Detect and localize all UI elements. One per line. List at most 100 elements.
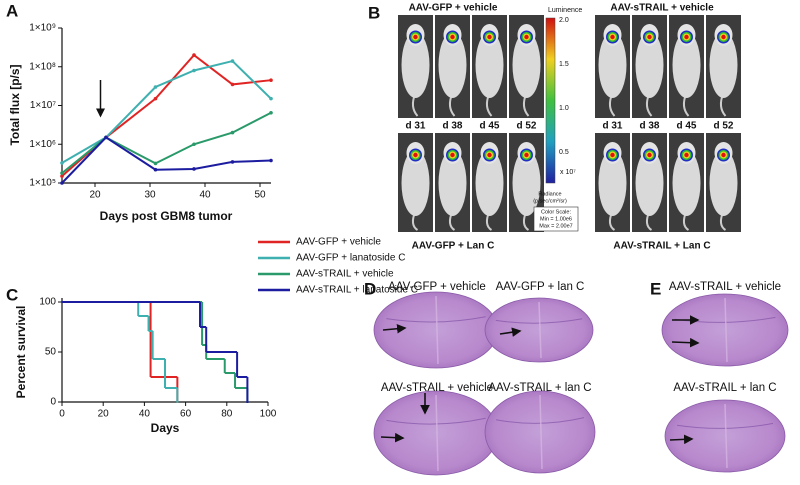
- arrow: [669, 434, 694, 445]
- mouse-body: [709, 32, 738, 98]
- midline: [539, 394, 543, 470]
- y-tick-label: 0: [50, 397, 56, 408]
- group-title: AAV-sTRAIL + vehicle: [610, 3, 714, 14]
- y-tick-label: 1×10⁶: [29, 139, 56, 150]
- panel-letter: B: [368, 3, 380, 22]
- signal: [413, 152, 418, 158]
- data-point: [230, 130, 235, 135]
- signal: [524, 152, 529, 158]
- mouse-image: [595, 15, 630, 118]
- y-tick-label: 1×10⁷: [30, 100, 57, 111]
- data-point: [153, 161, 158, 166]
- tissue-section: [484, 390, 596, 474]
- y-tick-label: 100: [39, 297, 56, 308]
- legend-label: AAV-sTRAIL + lanatoside C: [296, 285, 418, 296]
- signal: [413, 34, 418, 40]
- signal: [647, 152, 652, 158]
- data-point: [269, 158, 273, 163]
- arrow: [382, 323, 407, 334]
- mouse-image: [669, 133, 704, 232]
- panel-letter: A: [6, 1, 18, 20]
- x-axis-title: Days: [151, 421, 180, 435]
- mouse-image: [632, 15, 667, 118]
- signal: [610, 152, 615, 158]
- mouse-image: [435, 15, 470, 118]
- mouse-body: [438, 150, 467, 216]
- midline: [724, 403, 728, 469]
- caption: AAV-GFP + lan C: [496, 281, 585, 293]
- x-tick-label: 50: [254, 190, 266, 201]
- tissue-section: [664, 399, 786, 473]
- mouse-body: [401, 150, 430, 216]
- x-tick-label: 40: [199, 190, 211, 201]
- group-title: AAV-GFP + vehicle: [409, 3, 498, 14]
- data-point: [60, 181, 64, 185]
- caption: AAV-sTRAIL + vehicle: [381, 382, 493, 394]
- colorbar-tick-label: 1.0: [559, 105, 569, 112]
- data-line: [61, 59, 272, 164]
- panel-letter: E: [650, 279, 661, 298]
- data-point: [104, 135, 108, 140]
- mouse-image: [706, 133, 741, 232]
- x-tick-label: 80: [221, 409, 233, 420]
- midline: [435, 394, 439, 472]
- tissue-section: [484, 297, 594, 363]
- x-tick-label: 100: [260, 409, 277, 420]
- signal: [684, 34, 689, 40]
- mouse-body: [598, 32, 627, 98]
- caption: AAV-GFP + vehicle: [388, 281, 486, 293]
- axis: [61, 28, 271, 184]
- data-point: [60, 174, 64, 178]
- mouse-body: [475, 32, 504, 98]
- colorbar-tick-label: 0.5: [559, 149, 569, 156]
- colorbar-exponent: x 10⁷: [560, 169, 576, 176]
- tissue-section: [661, 293, 789, 367]
- midline: [724, 297, 728, 363]
- colorbar-title: Luminence: [548, 7, 582, 14]
- signal: [524, 34, 529, 40]
- day-label: d 31: [602, 121, 622, 132]
- tissue-fold: [495, 417, 585, 424]
- arrow: [499, 327, 522, 337]
- signal: [721, 34, 726, 40]
- data-point: [269, 78, 273, 82]
- tissue-fold: [495, 318, 583, 324]
- mouse-body: [512, 150, 541, 216]
- data-point: [60, 161, 64, 165]
- data-point: [230, 160, 235, 164]
- data-point: [192, 68, 196, 73]
- mouse-image: [472, 133, 507, 232]
- data-point: [60, 171, 64, 175]
- panel-letter: C: [6, 285, 18, 304]
- midline: [435, 295, 439, 365]
- signal: [610, 34, 615, 40]
- colorbar-unit: (p/sec/cm²/sr): [533, 198, 567, 204]
- x-tick-label: 60: [180, 409, 192, 420]
- mouse-image: [595, 133, 630, 232]
- mouse-image: [509, 133, 544, 232]
- mouse-image: [509, 15, 544, 118]
- signal: [450, 34, 455, 40]
- scale-text: Color Scale:: [541, 209, 571, 215]
- y-axis-title: Total flux [p/s]: [8, 64, 22, 145]
- day-label: d 45: [479, 121, 499, 132]
- colorbar-unit: Radiance: [538, 191, 561, 197]
- x-tick-label: 30: [144, 190, 156, 201]
- signal: [684, 152, 689, 158]
- mouse-image: [706, 15, 741, 118]
- day-label: d 38: [639, 121, 659, 132]
- mouse-body: [709, 150, 738, 216]
- tissue-fold: [386, 417, 486, 425]
- mouse-image: [669, 15, 704, 118]
- signal: [721, 152, 726, 158]
- data-point: [153, 85, 158, 89]
- layout: [373, 15, 789, 476]
- mouse-body: [475, 150, 504, 216]
- x-tick-label: 20: [98, 409, 110, 420]
- mouse-body: [512, 32, 541, 98]
- data-point: [192, 142, 196, 147]
- data-point: [269, 110, 273, 115]
- data-point: [153, 96, 158, 101]
- mouse-body: [672, 32, 701, 98]
- x-tick-label: 20: [89, 190, 101, 201]
